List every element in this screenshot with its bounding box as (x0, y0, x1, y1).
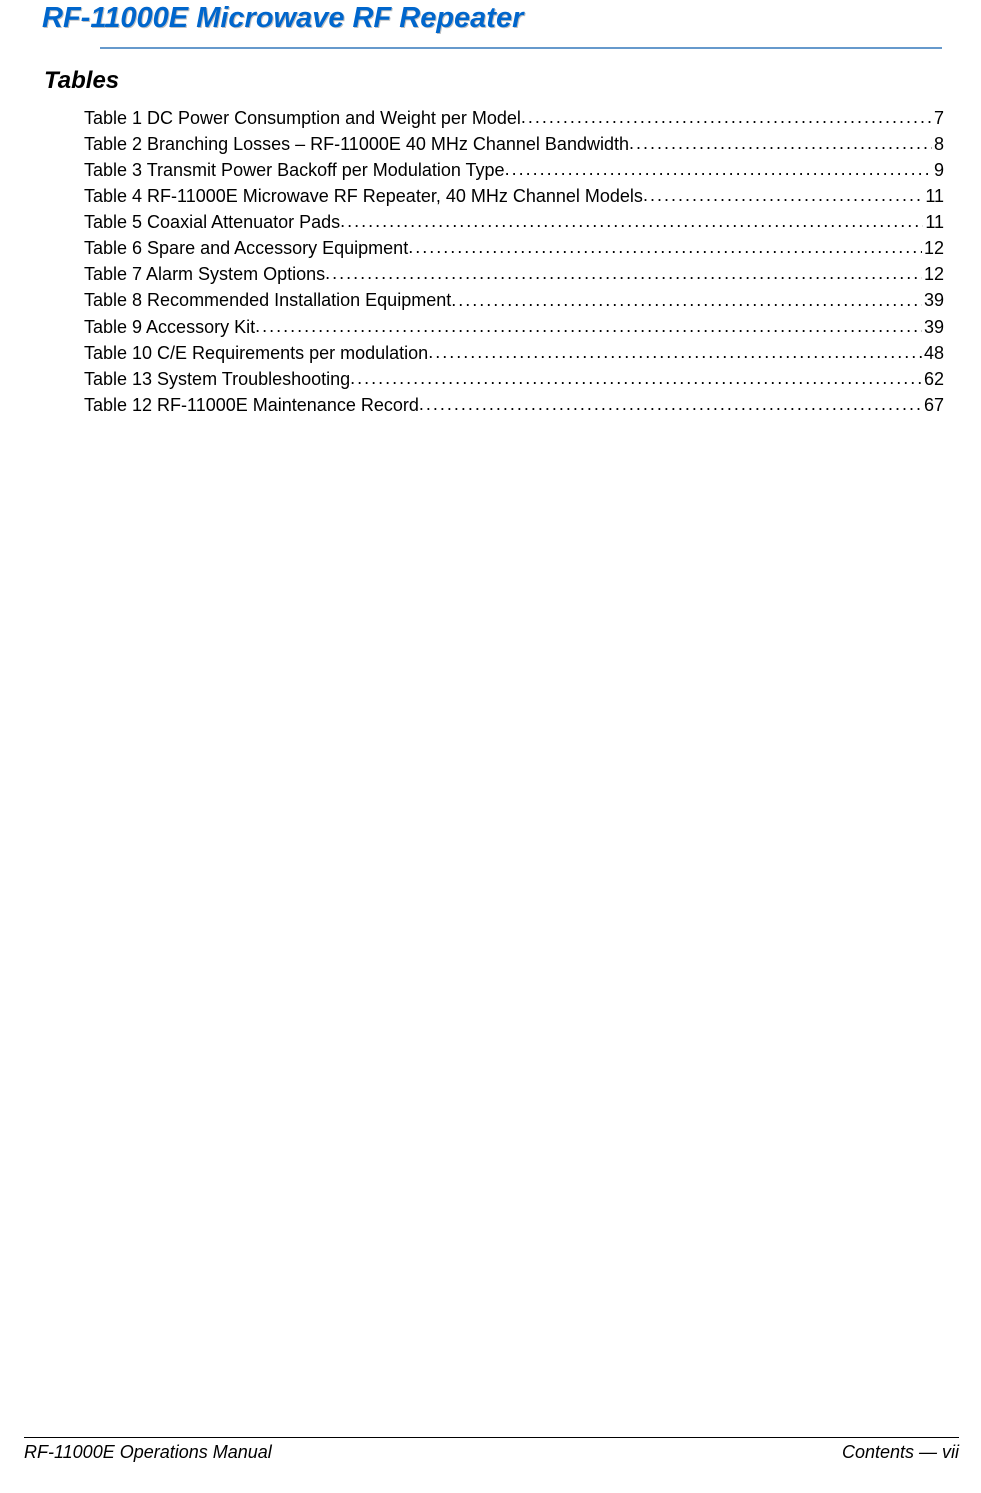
header-divider (100, 47, 942, 49)
toc-label: Table 5 Coaxial Attenuator Pads (84, 210, 340, 235)
toc-entry[interactable]: Table 3 Transmit Power Backoff per Modul… (84, 157, 944, 183)
toc-leader (643, 183, 923, 202)
toc-leader (255, 314, 922, 333)
toc-entry[interactable]: Table 7 Alarm System Options 12 (84, 261, 944, 287)
toc-page-number: 11 (923, 184, 944, 209)
toc-page-number: 39 (922, 288, 944, 313)
document-page: RF-11000E Microwave RF Repeater Tables T… (0, 0, 981, 1493)
table-of-contents: Table 1 DC Power Consumption and Weight … (84, 105, 944, 418)
toc-entry[interactable]: Table 2 Branching Losses – RF-11000E 40 … (84, 131, 944, 157)
toc-entry[interactable]: Table 4 RF-11000E Microwave RF Repeater,… (84, 183, 944, 209)
toc-page-number: 7 (932, 106, 944, 131)
toc-label: Table 4 RF-11000E Microwave RF Repeater,… (84, 184, 643, 209)
toc-label: Table 12 RF-11000E Maintenance Record (84, 393, 419, 418)
toc-page-number: 9 (932, 158, 944, 183)
toc-page-number: 8 (932, 132, 944, 157)
toc-label: Table 3 Transmit Power Backoff per Modul… (84, 158, 505, 183)
footer-line: RF-11000E Operations Manual Contents — v… (24, 1442, 959, 1463)
toc-label: Table 10 C/E Requirements per modulation (84, 341, 428, 366)
toc-leader (451, 288, 922, 307)
toc-leader (340, 209, 923, 228)
toc-entry[interactable]: Table 8 Recommended Installation Equipme… (84, 288, 944, 314)
toc-page-number: 39 (922, 315, 944, 340)
toc-entry[interactable]: Table 13 System Troubleshooting 62 (84, 366, 944, 392)
toc-entry[interactable]: Table 5 Coaxial Attenuator Pads 11 (84, 209, 944, 235)
toc-label: Table 1 DC Power Consumption and Weight … (84, 106, 521, 131)
footer-left-text: RF-11000E Operations Manual (24, 1442, 272, 1463)
toc-leader (505, 157, 932, 176)
toc-label: Table 9 Accessory Kit (84, 315, 255, 340)
toc-label: Table 7 Alarm System Options (84, 262, 325, 287)
toc-page-number: 12 (922, 262, 944, 287)
toc-page-number: 62 (922, 367, 944, 392)
toc-leader (325, 261, 922, 280)
toc-entry[interactable]: Table 1 DC Power Consumption and Weight … (84, 105, 944, 131)
toc-leader (350, 366, 922, 385)
toc-label: Table 13 System Troubleshooting (84, 367, 350, 392)
page-footer: RF-11000E Operations Manual Contents — v… (24, 1437, 959, 1463)
toc-leader (408, 235, 922, 254)
footer-divider (24, 1437, 959, 1438)
toc-page-number: 48 (922, 341, 944, 366)
toc-leader (419, 392, 922, 411)
toc-label: Table 2 Branching Losses – RF-11000E 40 … (84, 132, 629, 157)
toc-page-number: 67 (922, 393, 944, 418)
toc-entry[interactable]: Table 10 C/E Requirements per modulation… (84, 340, 944, 366)
page-title: RF-11000E Microwave RF Repeater (42, 0, 939, 35)
toc-leader (629, 131, 932, 150)
toc-entry[interactable]: Table 9 Accessory Kit 39 (84, 314, 944, 340)
section-heading-tables: Tables (44, 67, 939, 95)
footer-right-text: Contents — vii (842, 1442, 959, 1463)
toc-leader (521, 105, 932, 124)
toc-label: Table 8 Recommended Installation Equipme… (84, 288, 451, 313)
toc-entry[interactable]: Table 12 RF-11000E Maintenance Record 67 (84, 392, 944, 418)
toc-label: Table 6 Spare and Accessory Equipment (84, 236, 408, 261)
toc-leader (428, 340, 922, 359)
toc-entry[interactable]: Table 6 Spare and Accessory Equipment 12 (84, 235, 944, 261)
toc-page-number: 11 (923, 210, 944, 235)
toc-page-number: 12 (922, 236, 944, 261)
